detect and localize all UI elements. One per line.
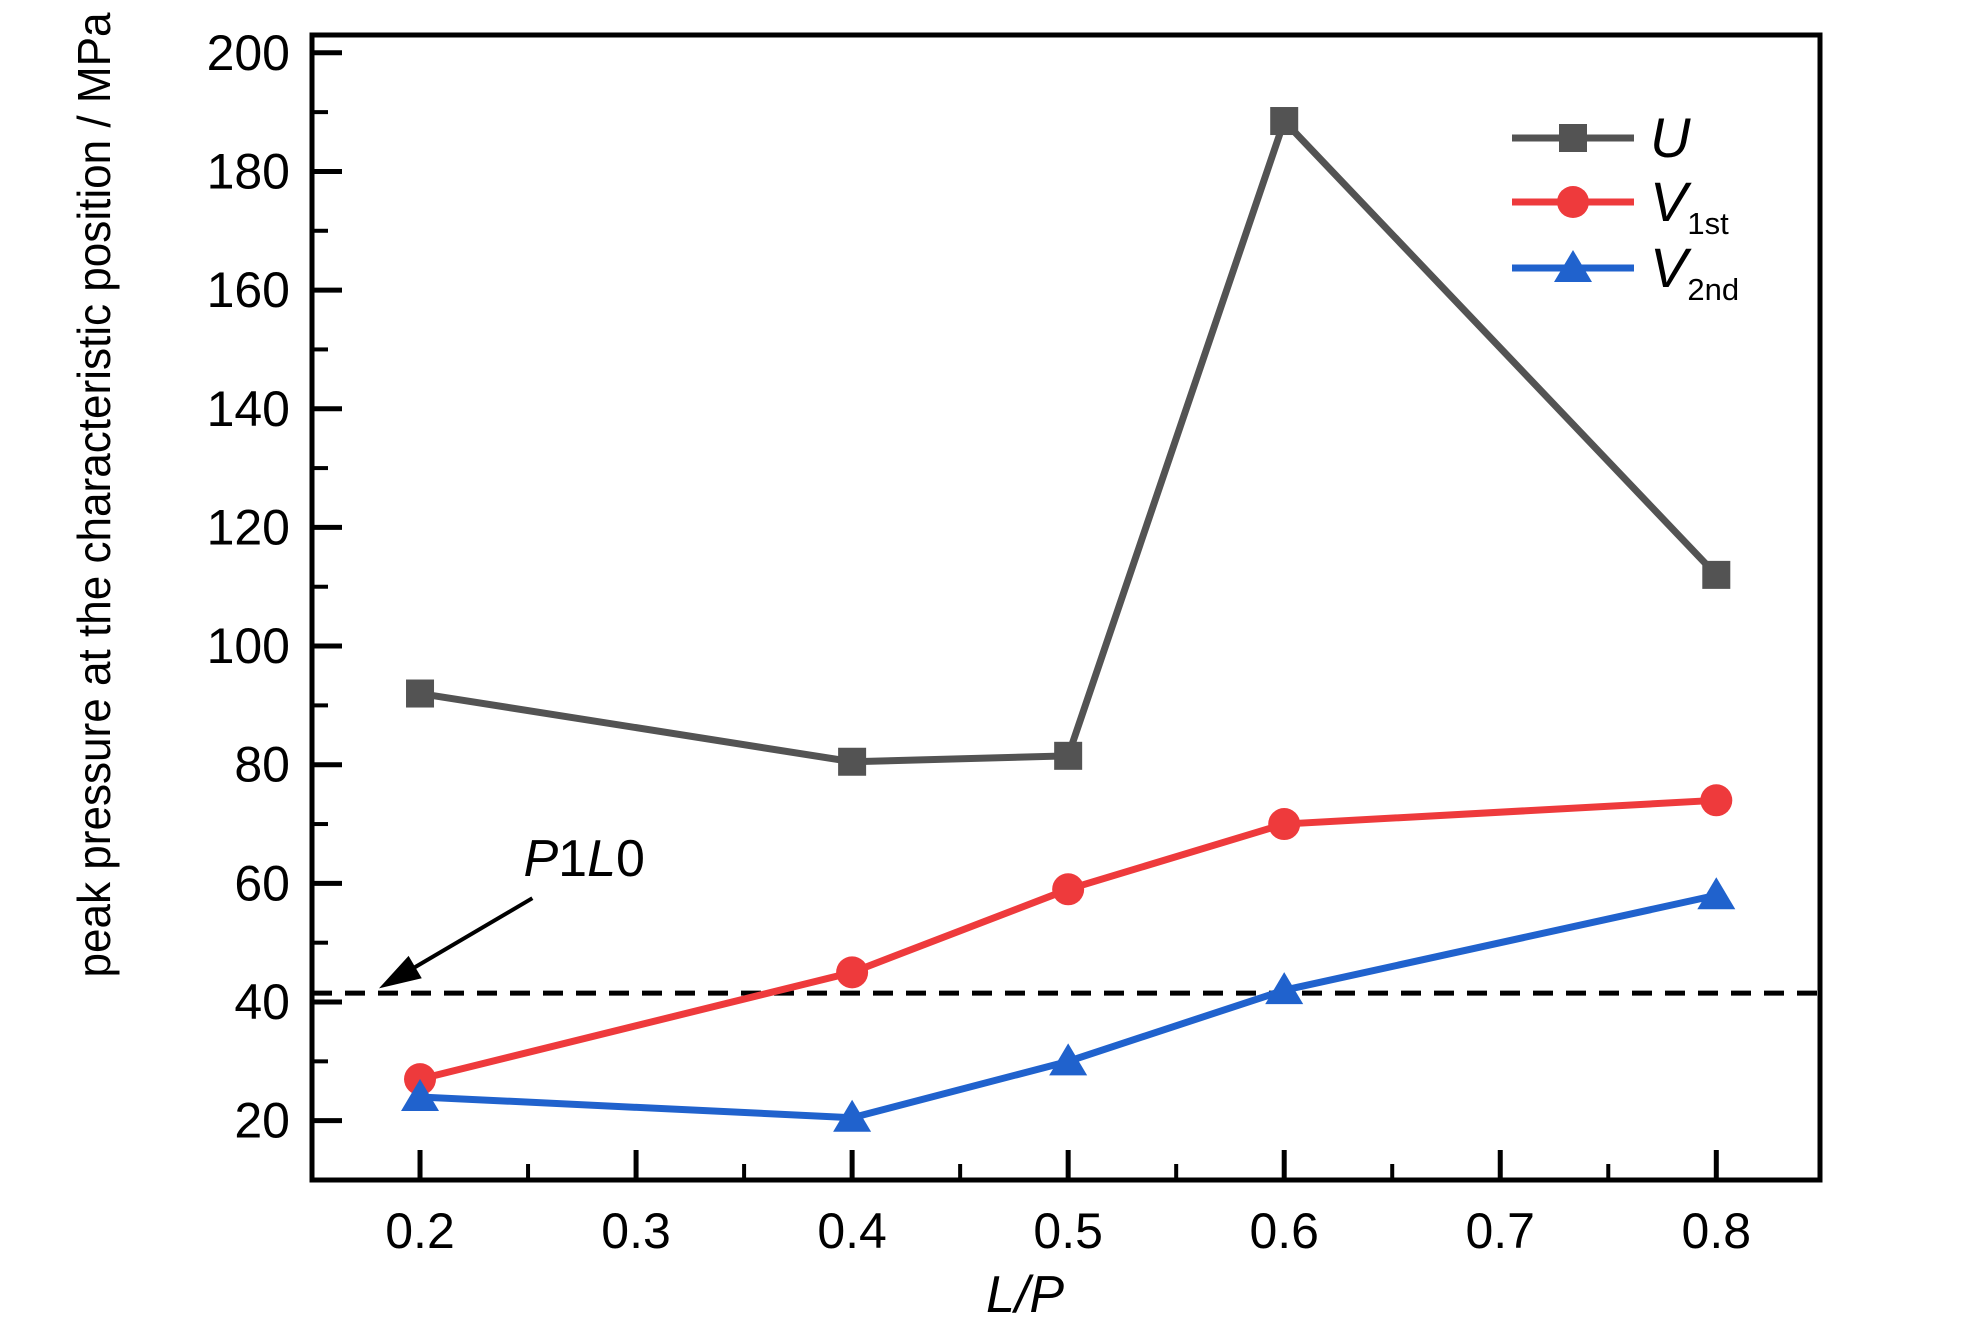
annotation-arrow-shaft bbox=[407, 896, 534, 973]
series-u-marker bbox=[1702, 560, 1731, 589]
legend-item-series-u: U bbox=[1512, 106, 1691, 169]
y-tick-label: 160 bbox=[207, 262, 290, 318]
series-v-1st-marker bbox=[1268, 808, 1301, 841]
legend-label: U bbox=[1650, 106, 1691, 169]
y-tick-label: 20 bbox=[234, 1093, 290, 1149]
legend-marker-square bbox=[1559, 124, 1587, 152]
series-v-1st bbox=[404, 784, 1733, 1096]
x-tick-label: 0.4 bbox=[817, 1203, 887, 1259]
series-v-2nd-marker bbox=[1265, 972, 1304, 1005]
y-tick-label: 100 bbox=[207, 618, 290, 674]
annotation-label: P1L0 bbox=[523, 830, 644, 888]
series-v-1st-marker bbox=[1052, 873, 1085, 906]
y-tick-label: 200 bbox=[207, 25, 290, 81]
y-tick-label: 80 bbox=[234, 737, 290, 793]
y-tick-label: 140 bbox=[207, 381, 290, 437]
x-axis-title: L/P bbox=[986, 1266, 1064, 1323]
legend-label: V2nd bbox=[1650, 236, 1739, 307]
y-tick-label: 120 bbox=[207, 499, 290, 555]
series-u-marker bbox=[1054, 741, 1083, 770]
series-u-marker bbox=[406, 679, 435, 708]
x-tick-label: 0.6 bbox=[1249, 1203, 1319, 1259]
series-v-2nd-marker bbox=[401, 1078, 440, 1111]
series-v-2nd-marker bbox=[1697, 877, 1736, 910]
x-tick-label: 0.5 bbox=[1033, 1203, 1103, 1259]
x-tick-label: 0.7 bbox=[1465, 1203, 1535, 1259]
annotation-arrow-head bbox=[378, 955, 422, 989]
y-tick-label: 60 bbox=[234, 855, 290, 911]
x-tick-label: 0.2 bbox=[385, 1203, 455, 1259]
x-tick-label: 0.3 bbox=[601, 1203, 671, 1259]
series-v-2nd-marker bbox=[1049, 1043, 1088, 1076]
series-u-marker bbox=[1270, 107, 1299, 136]
legend-label: V1st bbox=[1650, 170, 1729, 241]
series-u bbox=[406, 107, 1731, 776]
legend-marker-triangle bbox=[1554, 250, 1592, 282]
legend-marker-circle bbox=[1557, 186, 1589, 218]
series-v-2nd-marker bbox=[833, 1099, 872, 1132]
series-v-1st-marker bbox=[1700, 784, 1733, 817]
y-axis-title: peak pressure at the characteristic posi… bbox=[68, 12, 120, 977]
series-u-marker bbox=[838, 747, 867, 776]
y-tick-label: 40 bbox=[234, 974, 290, 1030]
series-v-2nd bbox=[401, 877, 1736, 1132]
legend-item-series-v-1st: V1st bbox=[1512, 170, 1729, 241]
series-v-1st-marker bbox=[836, 956, 869, 989]
x-tick-label: 0.8 bbox=[1682, 1203, 1752, 1259]
legend-item-series-v-2nd: V2nd bbox=[1512, 236, 1739, 307]
plot-border bbox=[309, 32, 1823, 1183]
y-tick-label: 180 bbox=[207, 143, 290, 199]
